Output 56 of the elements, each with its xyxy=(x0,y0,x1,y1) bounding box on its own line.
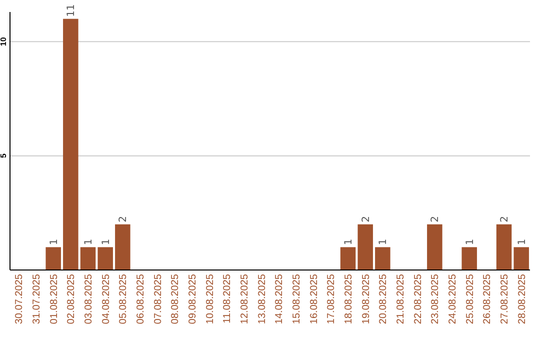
data-label: 1 xyxy=(464,238,476,246)
x-tick-label: 05.08.2025 xyxy=(118,274,130,324)
data-label: 2 xyxy=(118,216,130,222)
x-tick-label: 10.08.2025 xyxy=(204,274,216,324)
x-tick-label: 13.08.2025 xyxy=(256,274,268,324)
x-tick-label: 22.08.2025 xyxy=(412,274,424,324)
x-tick-label: 31.07.2025 xyxy=(32,274,42,324)
x-tick-label: 06.08.2025 xyxy=(136,274,146,324)
x-tick-label: 27.08.2025 xyxy=(500,274,510,324)
data-label: 1 xyxy=(344,238,354,246)
x-tick-label: 11.08.2025 xyxy=(222,274,234,324)
x-tick-label: 16.08.2025 xyxy=(308,274,320,324)
data-label: 1 xyxy=(84,238,94,246)
bar xyxy=(514,247,529,270)
x-tick-label: 23.08.2025 xyxy=(430,274,442,324)
x-tick-label: 21.08.2025 xyxy=(396,274,406,324)
x-tick-label: 03.08.2025 xyxy=(84,274,94,324)
x-tick-label: 30.07.2025 xyxy=(14,274,26,324)
x-tick-label: 20.08.2025 xyxy=(378,274,390,324)
bar xyxy=(63,18,78,270)
bar xyxy=(496,224,512,270)
bar xyxy=(375,247,390,270)
data-label: 2 xyxy=(500,216,510,222)
bar xyxy=(46,247,61,270)
data-label: 2 xyxy=(430,216,442,222)
bar xyxy=(427,224,442,270)
x-tick-label: 18.08.2025 xyxy=(344,274,354,324)
x-tick-label: 24.08.2025 xyxy=(448,274,458,324)
x-tick-label: 04.08.2025 xyxy=(100,274,112,324)
x-tick-label: 08.08.2025 xyxy=(170,274,182,324)
y-tick-label: 5 xyxy=(0,153,8,158)
x-tick-label: 09.08.2025 xyxy=(188,274,198,324)
x-tick-label: 15.08.2025 xyxy=(292,274,302,324)
x-tick-label: 02.08.2025 xyxy=(66,274,78,324)
x-tick-label: 17.08.2025 xyxy=(326,274,338,324)
data-label: 1 xyxy=(378,238,390,246)
y-tick-label: 10 xyxy=(0,36,8,46)
bar xyxy=(358,224,373,270)
data-label: 1 xyxy=(100,238,112,246)
x-tick-label: 28.08.2025 xyxy=(516,274,528,324)
data-label: 1 xyxy=(516,238,528,246)
bar xyxy=(80,247,96,270)
bar xyxy=(98,247,113,270)
x-tick-label: 14.08.2025 xyxy=(274,274,286,324)
bar xyxy=(462,247,477,270)
data-label: 1 xyxy=(48,238,60,246)
bar xyxy=(115,224,130,270)
data-label: 11 xyxy=(66,4,78,17)
x-tick-label: 19.08.2025 xyxy=(360,274,372,324)
x-tick-label: 25.08.2025 xyxy=(464,274,476,324)
x-tick-label: 12.08.2025 xyxy=(240,274,250,324)
bar xyxy=(340,247,356,270)
x-tick-label: 26.08.2025 xyxy=(482,274,494,324)
data-label: 2 xyxy=(360,216,372,222)
x-tick-label: 01.08.2025 xyxy=(48,274,60,324)
x-tick-label: 07.08.2025 xyxy=(152,274,164,324)
